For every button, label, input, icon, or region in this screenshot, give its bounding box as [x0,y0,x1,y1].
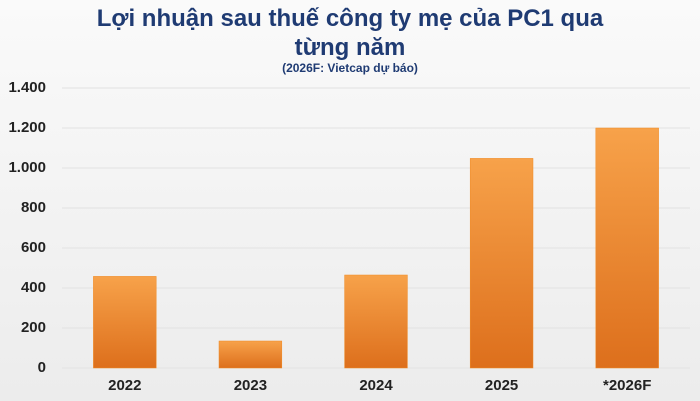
y-tick-label: 1.400 [8,79,46,96]
bar [469,158,534,369]
y-tick-label: 1.200 [8,119,46,136]
x-tick-label: 2022 [108,377,141,394]
y-tick-label: 400 [21,279,46,296]
y-tick-label: 0 [38,359,46,376]
bar [93,276,157,369]
bar [595,127,659,369]
x-tick-label: *2026F [603,377,651,394]
bar [218,340,283,369]
chart-title: Lợi nhuận sau thuế công ty mẹ của PC1 qu… [96,5,604,61]
y-tick-label: 200 [21,319,46,336]
y-tick-label: 800 [21,199,46,216]
x-tick-label: 2025 [485,377,518,394]
bar [344,274,408,369]
y-tick-label: 600 [21,239,46,256]
chart-subtitle: (2026F: Vietcap dự báo) [282,61,418,75]
x-tick-label: 2023 [234,377,267,394]
x-tick-label: 2024 [359,377,393,394]
y-tick-label: 1.000 [8,159,46,176]
